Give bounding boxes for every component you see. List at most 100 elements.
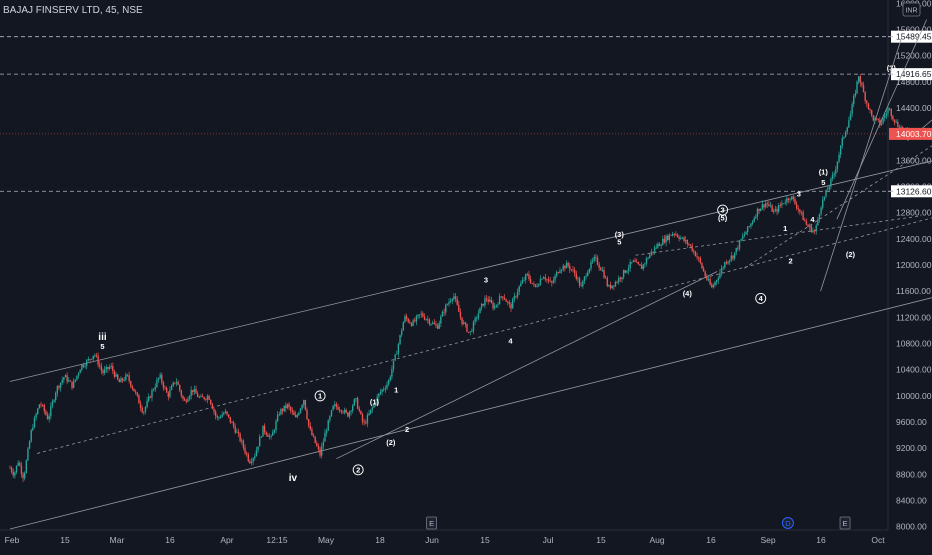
candle-body: [820, 207, 822, 214]
candle-body: [622, 270, 625, 278]
candle-body: [712, 285, 715, 288]
y-tick-label: 12800.00: [896, 208, 932, 218]
candle-body: [835, 169, 837, 174]
candle-body: [381, 389, 383, 392]
candle-body: [556, 272, 558, 276]
candle-body: [149, 396, 152, 398]
candle-body: [422, 313, 424, 317]
candle-body: [121, 378, 124, 381]
wave-label: (5): [718, 214, 728, 223]
candle-body: [694, 251, 697, 257]
candle-body: [216, 415, 218, 418]
candle-body: [613, 285, 615, 287]
candle-body: [267, 434, 269, 437]
candle-body: [66, 375, 68, 382]
candle-body: [696, 256, 698, 258]
wave-label-circle: [755, 292, 767, 304]
y-tick-label: 11200.00: [896, 312, 931, 322]
candle-body: [76, 375, 78, 380]
y-tick-label: 8800.00: [896, 469, 927, 479]
candle-body: [464, 322, 467, 324]
candle-body: [666, 235, 669, 241]
candle-body: [616, 282, 618, 283]
candle-body: [449, 300, 452, 302]
candle-body: [866, 100, 868, 104]
x-tick-label: Sep: [760, 535, 775, 545]
candle-body: [440, 316, 442, 324]
candle-body: [112, 366, 114, 372]
candle-body: [441, 311, 444, 317]
y-tick-label: 8400.00: [896, 496, 927, 506]
candle-body: [165, 387, 168, 393]
candle-body: [724, 262, 726, 268]
candle-body: [649, 254, 651, 259]
candle-body: [35, 414, 37, 418]
candle-body: [170, 386, 173, 391]
candle-body: [474, 318, 476, 322]
candle-body: [547, 279, 550, 281]
candle-body: [425, 319, 427, 321]
candle-body: [285, 405, 287, 409]
y-tick-label: 14400.00: [896, 103, 932, 113]
trend-line: [820, 35, 903, 292]
candle-body: [324, 432, 326, 442]
candle-body: [635, 261, 638, 263]
candle-body: [446, 304, 449, 306]
candle-body: [494, 306, 496, 309]
candle-body: [236, 431, 238, 433]
candle-body: [113, 371, 116, 377]
candle-body: [730, 255, 733, 260]
candle-body: [621, 277, 623, 280]
candle-body: [662, 238, 664, 246]
candle-body: [41, 405, 44, 406]
candle-body: [476, 318, 478, 319]
candle-body: [737, 247, 739, 249]
candle-body: [799, 209, 801, 212]
candle-body: [92, 355, 94, 360]
candle-body: [58, 386, 60, 388]
candle-body: [755, 216, 757, 219]
candle-body: [771, 205, 773, 212]
wave-label-circle: [717, 204, 729, 216]
candle-body: [193, 389, 196, 392]
wave-label: 2: [789, 257, 793, 266]
wave-label: (1): [819, 168, 829, 177]
candle-body: [763, 204, 765, 208]
candle-body: [161, 374, 163, 383]
candle-body: [54, 392, 57, 400]
candle-body: [288, 404, 290, 408]
trend-line: [907, 119, 932, 141]
candle-body: [177, 381, 179, 385]
candle-body: [361, 414, 364, 422]
candle-body: [875, 118, 878, 120]
candle-body: [681, 237, 684, 239]
candle-body: [110, 366, 112, 367]
level-tag: 14916.65: [896, 69, 932, 79]
candle-body: [516, 291, 519, 297]
event-marker-shape: [781, 517, 794, 529]
candle-body: [562, 265, 564, 270]
candle-body: [655, 247, 657, 249]
candle-body: [90, 359, 93, 360]
candle-body: [335, 404, 338, 407]
candle-body: [428, 319, 431, 324]
candle-body: [415, 316, 418, 322]
candle-body: [301, 405, 303, 409]
candle-body: [652, 251, 654, 253]
candle-body: [195, 389, 197, 394]
currency-badge: INR: [905, 8, 917, 15]
candle-body: [430, 323, 432, 325]
candle-body: [46, 414, 49, 420]
wave-label: 2: [356, 465, 360, 474]
candle-body: [559, 270, 561, 273]
candle-body: [567, 262, 569, 266]
candle-body: [280, 409, 282, 415]
candle-body: [94, 354, 96, 356]
candle-body: [418, 314, 421, 316]
candle-body: [549, 280, 551, 282]
trend-line: [744, 145, 932, 269]
x-tick-label: 18: [375, 535, 385, 545]
candle-body: [322, 441, 325, 447]
x-tick-label: Jul: [543, 535, 554, 545]
